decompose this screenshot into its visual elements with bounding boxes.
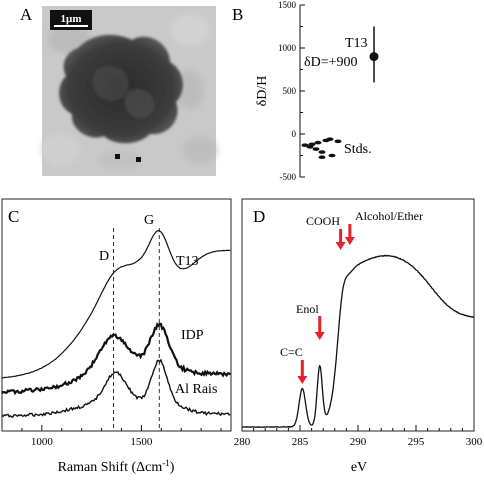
arrow-cc-head <box>297 376 308 384</box>
scale-bar-label: 1µm <box>60 13 81 25</box>
annotation-cooh: COOH <box>306 214 340 228</box>
panel-b-letter: B <box>232 5 243 24</box>
panel-c-letter: C <box>8 207 19 226</box>
panel-b-ticks: -500 0 500 1000 1500 <box>278 0 305 182</box>
series-label-idp: IDP <box>181 328 204 343</box>
series-idp <box>1 322 231 396</box>
sample-point <box>369 52 379 62</box>
panel-c-peak-lines <box>113 228 160 431</box>
scale-bar: 1µm <box>50 10 92 30</box>
panel-c-ticks: 1000 1500 <box>21 425 222 448</box>
arrow-alcohol-ether-head <box>344 237 355 245</box>
panel-c-tick-label: 1500 <box>130 436 153 448</box>
series-al-rais <box>1 358 231 418</box>
arrow-cooh-head <box>335 242 346 250</box>
panel-d-arrows <box>297 224 355 384</box>
panel-b-tick-label: 1000 <box>278 43 297 53</box>
panel-b-tick-label: 1500 <box>278 0 297 10</box>
panel-b-tick-label: 500 <box>283 86 297 96</box>
series-t13 <box>1 229 231 379</box>
peak-label-d: D <box>99 249 109 264</box>
panel-d-tick-label: 300 <box>466 436 483 448</box>
peak-label-g: G <box>144 213 154 228</box>
panel-d-tick-label: 280 <box>234 436 251 448</box>
sample-value-label: δD=+900 <box>304 55 358 70</box>
panel-b-points <box>301 26 379 160</box>
panel-d-spectrum <box>241 254 475 429</box>
standard-point <box>318 150 326 154</box>
annotation-cc: C=C <box>280 345 303 359</box>
panel-c-tick-label: 1000 <box>31 436 54 448</box>
standard-point <box>312 147 320 151</box>
standard-point <box>322 138 330 143</box>
panel-a: A 1µm <box>20 5 218 176</box>
panel-c-frame <box>1 198 232 432</box>
micrograph-image: 1µm <box>40 6 218 176</box>
standard-point <box>328 153 336 158</box>
panel-d-tick-label: 295 <box>408 436 425 448</box>
sample-name-label: T13 <box>345 36 368 51</box>
standard-point <box>314 140 322 145</box>
panel-c: C 1000 1500 D G T13 IDP Al Rais Raman Shi… <box>1 198 232 475</box>
panel-b-tick-label: 0 <box>292 129 297 139</box>
panel-d-xlabel: eV <box>351 460 367 475</box>
panel-a-letter: A <box>20 5 33 24</box>
panel-b: B δD/H -500 0 500 1000 1500 T13 δD=+900 Stds… <box>232 0 379 182</box>
panel-c-series <box>1 229 231 418</box>
series-label-t13: T13 <box>176 254 199 269</box>
standard-point <box>334 139 342 144</box>
panel-d-tick-label: 290 <box>350 436 367 448</box>
panel-d-tick-label: 285 <box>292 436 309 448</box>
panel-b-ylabel: δD/H <box>255 76 270 107</box>
standard-point <box>301 143 309 147</box>
panel-c-xlabel: Raman Shift (Δcm-1) <box>58 458 175 475</box>
arrow-enol-head <box>314 332 325 340</box>
panel-b-tick-label: -500 <box>280 172 297 182</box>
standard-point <box>308 142 316 147</box>
series-label-al-rais: Al Rais <box>175 382 217 397</box>
annotation-enol: Enol <box>296 302 319 316</box>
panel-d: D 280 285 290 295 300 C=C Enol COOH Alcohol/… <box>234 198 483 475</box>
annotation-alcohol-ether: Alcohol/Ether <box>355 209 423 223</box>
standards-label: Stds. <box>344 142 372 157</box>
panel-d-letter: D <box>253 207 265 226</box>
panel-d-ticks: 280 285 290 295 300 <box>234 425 483 448</box>
standard-point <box>318 155 326 160</box>
panel-d-frame <box>241 198 475 432</box>
